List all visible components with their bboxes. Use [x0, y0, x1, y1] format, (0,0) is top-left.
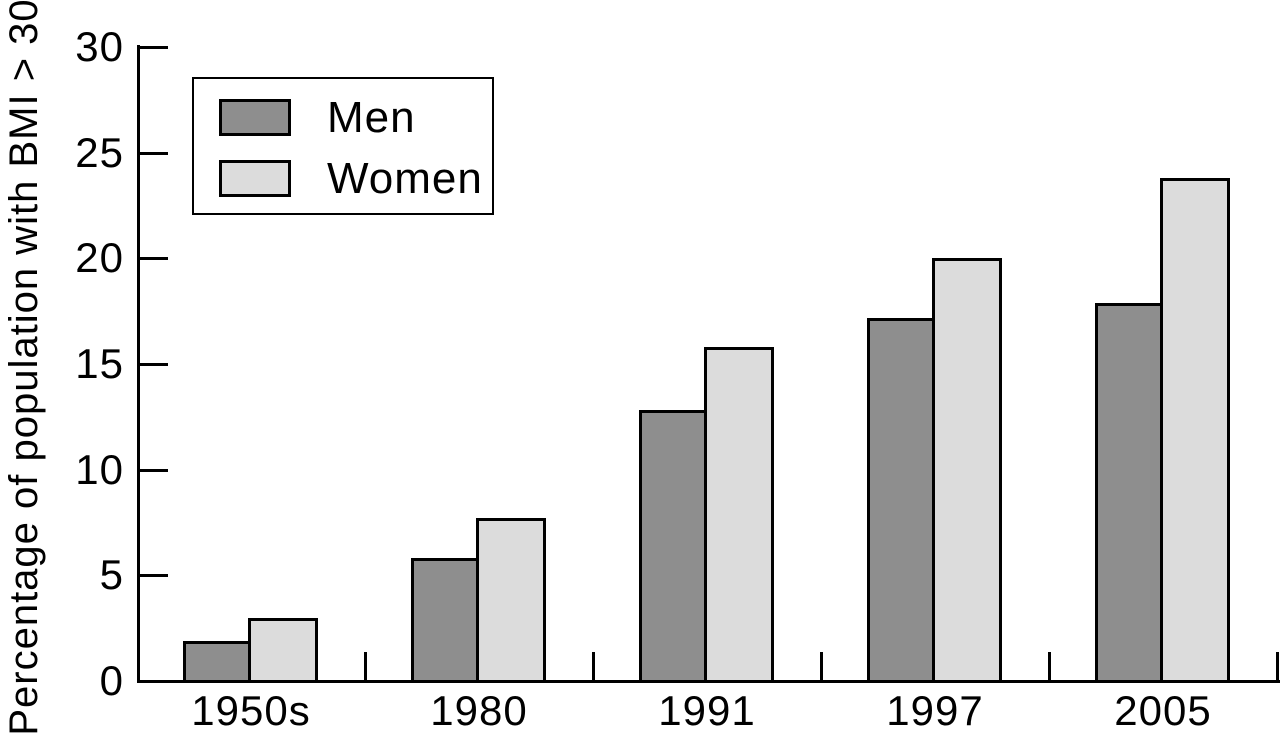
x-category-label-1991: 1991 [658, 687, 756, 734]
y-tick-30 [140, 46, 168, 49]
y-tick-label-10: 10 [75, 446, 124, 493]
y-tick-label-20: 20 [75, 234, 124, 281]
x-category-label-1997: 1997 [886, 687, 984, 734]
bar-women-1980 [476, 518, 546, 683]
x-tick-2 [592, 652, 595, 681]
legend-label-men: Men [327, 93, 416, 142]
bar-women-1991 [704, 347, 774, 683]
legend-box: Men Women [192, 77, 494, 215]
y-tick-15 [140, 363, 168, 366]
bar-men-1950s [183, 641, 251, 683]
bar-women-2005 [1160, 178, 1230, 683]
bar-men-1980 [411, 558, 479, 683]
y-tick-label-0: 0 [99, 657, 124, 704]
x-category-label-1950s: 1950s [191, 687, 311, 734]
x-category-label-1980: 1980 [430, 687, 528, 734]
x-category-label-2005: 2005 [1114, 687, 1212, 734]
bar-men-1991 [639, 410, 707, 683]
y-tick-20 [140, 257, 168, 260]
y-tick-label-5: 5 [99, 551, 124, 598]
y-tick-10 [140, 469, 168, 472]
bar-women-1997 [932, 258, 1002, 683]
bar-women-1950s [248, 618, 318, 683]
y-tick-label-30: 30 [75, 23, 124, 70]
x-tick-3 [820, 652, 823, 681]
y-axis-line [137, 45, 140, 683]
y-tick-25 [140, 152, 168, 155]
x-tick-5 [1276, 652, 1279, 681]
bar-men-1997 [867, 318, 935, 683]
x-tick-1 [364, 652, 367, 681]
x-tick-4 [1048, 652, 1051, 681]
y-tick-label-25: 25 [75, 129, 124, 176]
legend-swatch-men [219, 99, 291, 136]
legend-label-women: Women [327, 154, 483, 203]
y-tick-5 [140, 574, 168, 577]
legend-swatch-women [219, 160, 291, 197]
bar-men-2005 [1095, 303, 1163, 683]
y-tick-label-15: 15 [75, 340, 124, 387]
